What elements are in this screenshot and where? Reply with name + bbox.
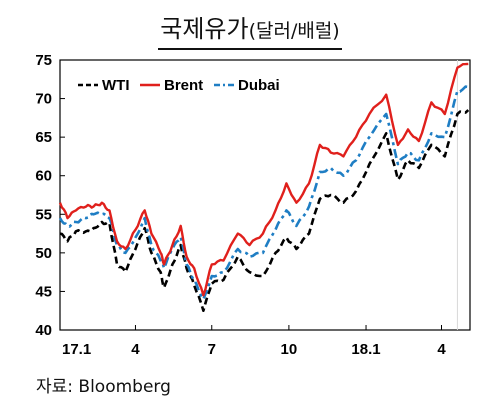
legend-label-brent: Brent	[164, 77, 203, 94]
x-tick-label: 7	[208, 341, 216, 358]
source-note: 자료: Bloomberg	[36, 377, 171, 397]
x-tick-label: 18.1	[351, 341, 380, 358]
chart-title-unit: (달러/배럴)	[248, 20, 340, 42]
series-line-wti	[59, 109, 470, 312]
y-tick-label: 70	[35, 91, 52, 108]
x-tick-label: 4	[437, 341, 446, 358]
series-line-brent	[58, 62, 469, 297]
chart-legend: WTI Brent Dubai	[78, 77, 280, 94]
y-tick-label: 60	[35, 168, 52, 185]
y-axis-ticks: 40 45 50 55 60 65 70 75	[35, 52, 65, 339]
x-tick-label: 10	[281, 341, 298, 358]
y-tick-label: 75	[35, 52, 52, 69]
chart-title-main: 국제유가	[160, 15, 249, 43]
series-line-dubai	[58, 85, 469, 301]
legend-label-wti: WTI	[102, 77, 130, 94]
y-tick-label: 45	[35, 283, 52, 300]
plot-frame	[59, 59, 471, 331]
x-tick-label: 17.1	[62, 341, 91, 358]
chart-title: 국제유가(달러/배럴)	[0, 14, 500, 50]
legend-label-dubai: Dubai	[238, 77, 280, 94]
oil-price-chart: 40 45 50 55 60 65 70 75 17.1 4 7 10 18.1 4 WTI Brent D…	[35, 52, 471, 358]
x-tick-label: 4	[131, 341, 140, 358]
y-tick-label: 40	[35, 322, 52, 339]
y-tick-label: 55	[35, 206, 52, 223]
x-axis-ticks: 17.1 4 7 10 18.1 4	[59, 325, 446, 358]
series-lines	[58, 62, 470, 312]
y-tick-label: 50	[35, 245, 52, 262]
chart-axes	[59, 59, 471, 331]
y-tick-label: 65	[35, 129, 52, 146]
